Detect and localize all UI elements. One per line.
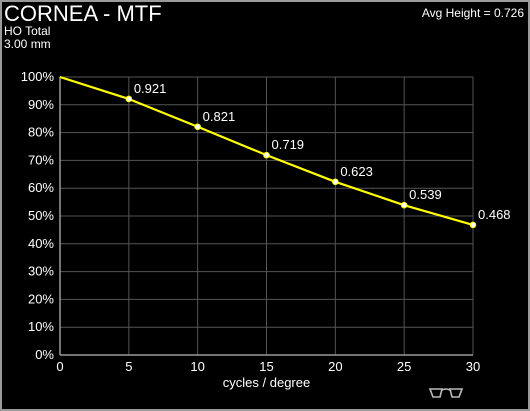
y-tick-label: 80%	[28, 125, 54, 140]
data-point	[263, 151, 270, 159]
y-tick-label: 60%	[28, 180, 54, 195]
data-point	[194, 123, 201, 131]
x-tick-label: 25	[397, 359, 411, 374]
y-tick-label: 10%	[28, 319, 54, 334]
subtitle-mode: HO Total	[4, 24, 51, 38]
y-tick-label: 30%	[28, 264, 54, 279]
x-tick-label: 20	[328, 359, 342, 374]
y-tick-label: 40%	[28, 236, 54, 251]
subtitle-diameter: 3.00 mm	[4, 37, 51, 51]
y-tick-label: 20%	[28, 291, 54, 306]
data-point	[400, 201, 408, 209]
y-tick-label: 100%	[21, 69, 55, 84]
chart-title: CORNEA - MTF	[4, 1, 162, 26]
x-axis-label: cycles / degree	[223, 375, 310, 390]
x-tick-label: 30	[466, 359, 480, 374]
avg-height-readout: Avg Height = 0.726	[421, 6, 524, 20]
x-tick-label: 15	[259, 359, 273, 374]
y-tick-label: 0%	[35, 347, 54, 362]
data-point	[125, 95, 133, 103]
data-label: 0.468	[478, 207, 511, 222]
data-label: 0.719	[272, 137, 305, 152]
data-point	[332, 178, 339, 186]
y-tick-label: 70%	[28, 152, 54, 167]
y-tick-label: 90%	[28, 97, 54, 112]
data-label: 0.539	[409, 187, 442, 202]
y-tick-label: 50%	[28, 208, 54, 223]
x-tick-label: 0	[56, 359, 63, 374]
data-label: 0.623	[340, 164, 373, 179]
data-point	[469, 221, 477, 229]
data-label: 0.921	[134, 81, 167, 96]
x-tick-label: 5	[125, 359, 132, 374]
data-label: 0.821	[203, 109, 236, 124]
x-tick-label: 10	[190, 359, 204, 374]
